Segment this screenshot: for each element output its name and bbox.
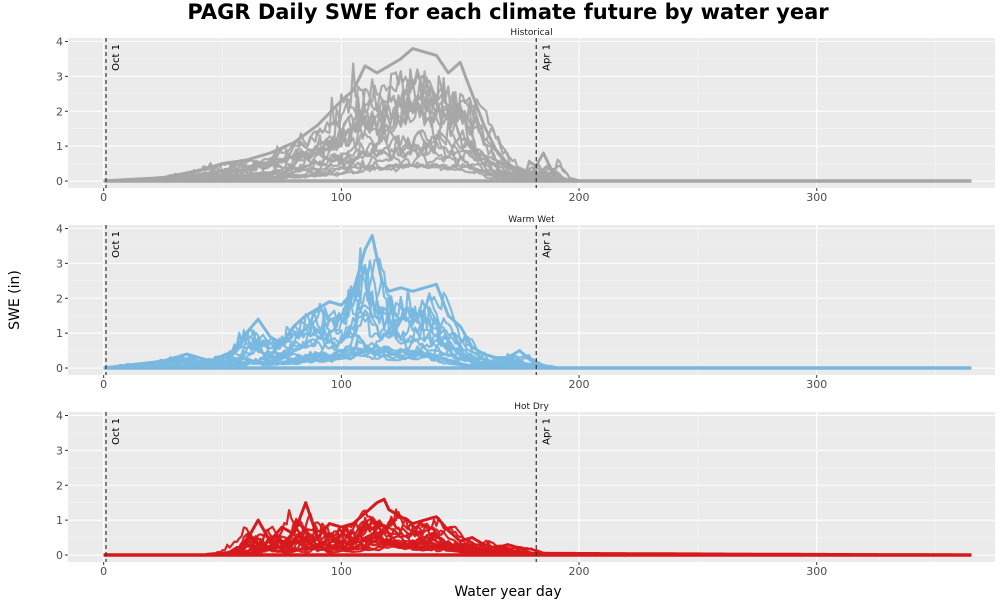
- reference-label: Oct 1: [111, 231, 122, 258]
- x-tick-label: 200: [569, 191, 590, 204]
- x-tick-label: 200: [569, 378, 590, 391]
- x-tick-label: 0: [100, 565, 107, 578]
- strip-label: Hot Dry: [514, 402, 549, 412]
- reference-label: Apr 1: [541, 44, 552, 71]
- strip-background: [68, 400, 995, 412]
- y-tick-label: 2: [56, 479, 63, 492]
- strip-label: Historical: [510, 28, 552, 38]
- panel-hot-dry: Hot Dry Oct 1 Apr 1 0 1 2 3 4 0 100 200 300: [56, 400, 995, 578]
- strip-background: [68, 26, 995, 38]
- y-tick-label: 1: [56, 514, 63, 527]
- x-tick-label: 0: [100, 191, 107, 204]
- x-tick-label: 0: [100, 378, 107, 391]
- reference-label: Apr 1: [541, 231, 552, 258]
- y-tick-label: 3: [56, 257, 63, 270]
- chart-title: PAGR Daily SWE for each climate future b…: [187, 0, 829, 24]
- panel-background: [68, 412, 995, 562]
- reference-label: Oct 1: [111, 44, 122, 71]
- y-tick-label: 0: [56, 362, 63, 375]
- y-tick-label: 1: [56, 140, 63, 153]
- y-tick-label: 1: [56, 327, 63, 340]
- y-tick-label: 0: [56, 549, 63, 562]
- strip-label: Warm Wet: [508, 215, 555, 225]
- x-tick-label: 300: [806, 565, 827, 578]
- x-tick-label: 100: [331, 565, 352, 578]
- y-tick-label: 2: [56, 292, 63, 305]
- panel-historical: Historical Oct 1 Apr 1 0 1 2 3 4 0 100 200 300: [56, 26, 995, 204]
- y-tick-label: 0: [56, 175, 63, 188]
- x-tick-label: 100: [331, 191, 352, 204]
- panel-background: [68, 38, 995, 188]
- reference-label: Apr 1: [541, 418, 552, 445]
- y-tick-label: 2: [56, 105, 63, 118]
- y-tick-label: 4: [56, 222, 63, 235]
- reference-label: Oct 1: [111, 418, 122, 445]
- panel-background: [68, 225, 995, 375]
- x-tick-label: 100: [331, 378, 352, 391]
- x-tick-label: 300: [806, 191, 827, 204]
- y-tick-label: 3: [56, 444, 63, 457]
- y-tick-label: 4: [56, 409, 63, 422]
- panel-warm-wet: Warm Wet Oct 1 Apr 1 0 1 2 3 4 0 100 200 300: [56, 213, 995, 391]
- y-tick-label: 3: [56, 70, 63, 83]
- x-axis-title: Water year day: [454, 584, 561, 600]
- y-tick-label: 4: [56, 35, 63, 48]
- x-tick-label: 300: [806, 378, 827, 391]
- strip-background: [68, 213, 995, 225]
- y-axis-title: SWE (in): [7, 270, 23, 330]
- x-tick-label: 200: [569, 565, 590, 578]
